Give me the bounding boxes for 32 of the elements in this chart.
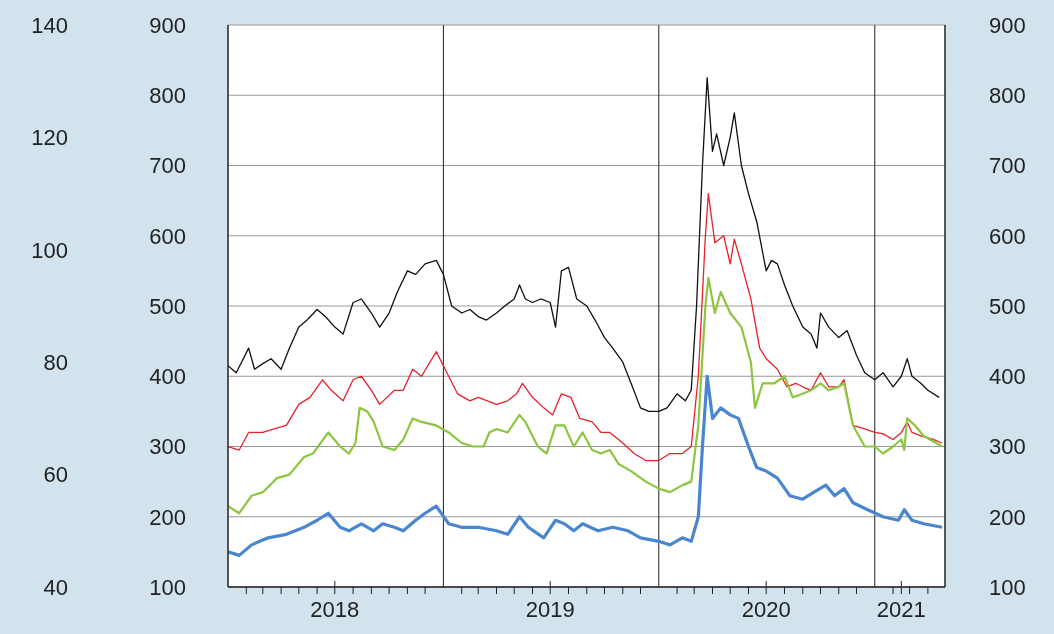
line-series	[228, 77, 940, 413]
y3-tick-label: 140	[31, 12, 68, 38]
y2-tick-label: 800	[989, 83, 1026, 109]
y-tick-label: 600	[149, 223, 186, 249]
line-series	[228, 192, 943, 462]
y2-tick-label: 200	[989, 504, 1026, 530]
y-tick-label: 900	[149, 12, 186, 38]
y2-tick-label: 400	[989, 364, 1026, 390]
x-tick-label: 2019	[525, 597, 575, 622]
y-tick-label: 300	[149, 434, 186, 460]
y-tick-label: 500	[149, 293, 186, 319]
y3-tick-label: 40	[43, 574, 68, 600]
y2-tick-label: 300	[989, 434, 1026, 460]
y3-tick-label: 60	[43, 462, 68, 488]
y-tick-label: 100	[149, 574, 186, 600]
y3-tick-label: 80	[43, 350, 68, 376]
y2-tick-label: 700	[989, 153, 1026, 179]
x-tick-label: 2018	[310, 597, 360, 622]
x-tick-label: 2021	[876, 597, 926, 622]
y2-tick-label: 900	[989, 12, 1026, 38]
y2-tick-label: 100	[989, 574, 1026, 600]
y-tick-label: 200	[149, 504, 186, 530]
line-series	[228, 374, 944, 557]
y2-tick-label: 600	[989, 223, 1026, 249]
y3-tick-label: 120	[31, 125, 68, 151]
y-tick-label: 800	[149, 83, 186, 109]
line-series	[228, 276, 944, 515]
y3-tick-label: 100	[31, 237, 68, 263]
x-tick-label: 2020	[741, 597, 791, 622]
y-tick-label: 700	[149, 153, 186, 179]
y-tick-label: 400	[149, 364, 186, 390]
y2-tick-label: 500	[989, 293, 1026, 319]
